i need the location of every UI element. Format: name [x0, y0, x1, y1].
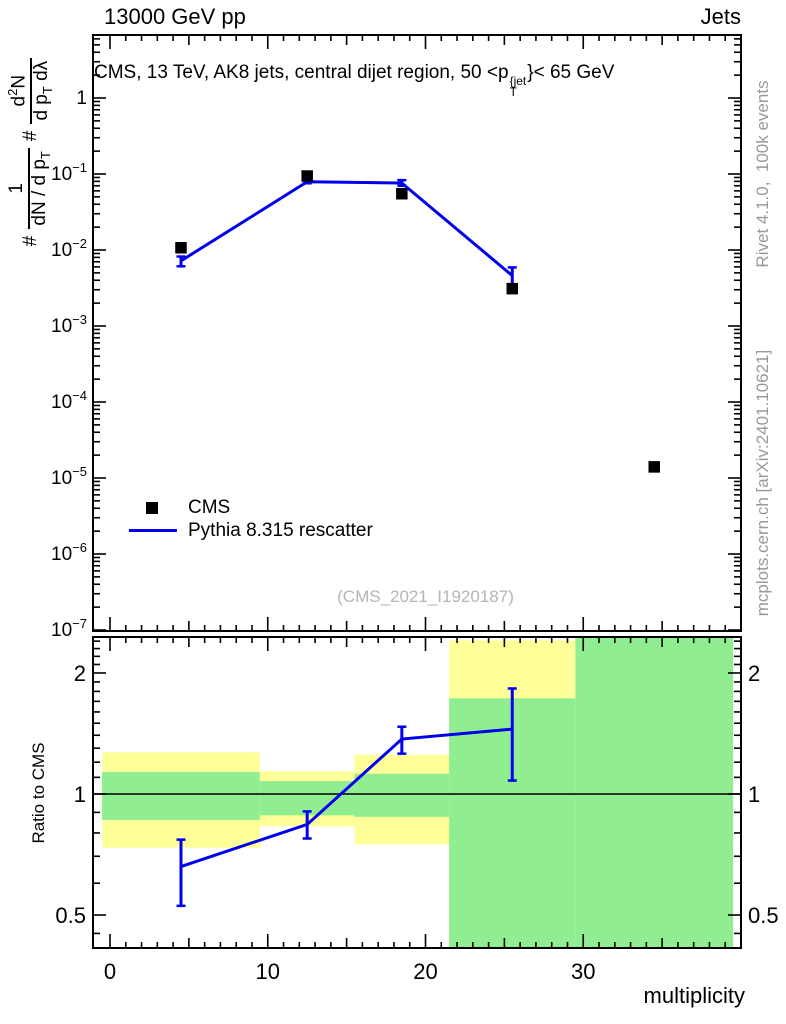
svg-text:10−5: 10−5 — [51, 464, 87, 489]
svg-text:10−7: 10−7 — [51, 616, 87, 641]
svg-text:10−3: 10−3 — [51, 312, 87, 337]
legend-label-cms: CMS — [188, 497, 231, 518]
analysis-id-watermark: (CMS_2021_I1920187) — [337, 587, 514, 606]
svg-text:10−6: 10−6 — [51, 540, 87, 565]
panel-frames — [92, 34, 742, 949]
svg-text:2: 2 — [748, 661, 760, 686]
ytitle-hash-2: # — [19, 130, 41, 142]
ratio-y-axis-title: Ratio to CMS — [29, 742, 48, 844]
ytitle-fraction-2: d2N d pT dλ — [5, 57, 55, 124]
ytitle-hash-1: # — [19, 235, 41, 247]
title-analysis-group: Jets — [700, 4, 741, 29]
rivet-version-note: Rivet 4.1.0, 100k events — [753, 80, 772, 268]
svg-text:1: 1 — [74, 782, 86, 807]
legend-marker-cms-square — [146, 502, 158, 514]
svg-text:1: 1 — [76, 88, 87, 109]
svg-text:0: 0 — [104, 959, 116, 984]
plot-subtitle: CMS, 13 TeV, AK8 jets, central dijet reg… — [94, 62, 615, 100]
svg-text:30: 30 — [571, 959, 595, 984]
svg-text:0.5: 0.5 — [55, 903, 86, 928]
top-panel-data — [175, 170, 660, 473]
ytitle-fraction-1: 1 dN / d pT — [6, 148, 53, 229]
mcplots-arxiv-note: mcplots.cern.ch [arXiv:2401.10621] — [753, 349, 772, 617]
svg-text:1: 1 — [748, 782, 760, 807]
svg-text:10: 10 — [256, 959, 280, 984]
svg-text:10−4: 10−4 — [51, 388, 87, 413]
svg-text:2: 2 — [74, 661, 86, 686]
top-y-axis-title: # 1 dN / d pT # d2N d pT dλ — [1, 36, 59, 266]
title-beam: 13000 GeV pp — [104, 4, 246, 29]
svg-text:0.5: 0.5 — [748, 903, 779, 928]
axis-ticks — [94, 36, 740, 947]
ratio-uncertainty-bands — [102, 638, 734, 947]
ratio-panel-data — [176, 687, 517, 908]
legend-label-pythia: Pythia 8.315 rescatter — [188, 520, 373, 541]
legend-marker-pythia-line — [129, 529, 177, 532]
svg-text:20: 20 — [413, 959, 437, 984]
x-axis-title: multiplicity — [643, 983, 745, 1008]
